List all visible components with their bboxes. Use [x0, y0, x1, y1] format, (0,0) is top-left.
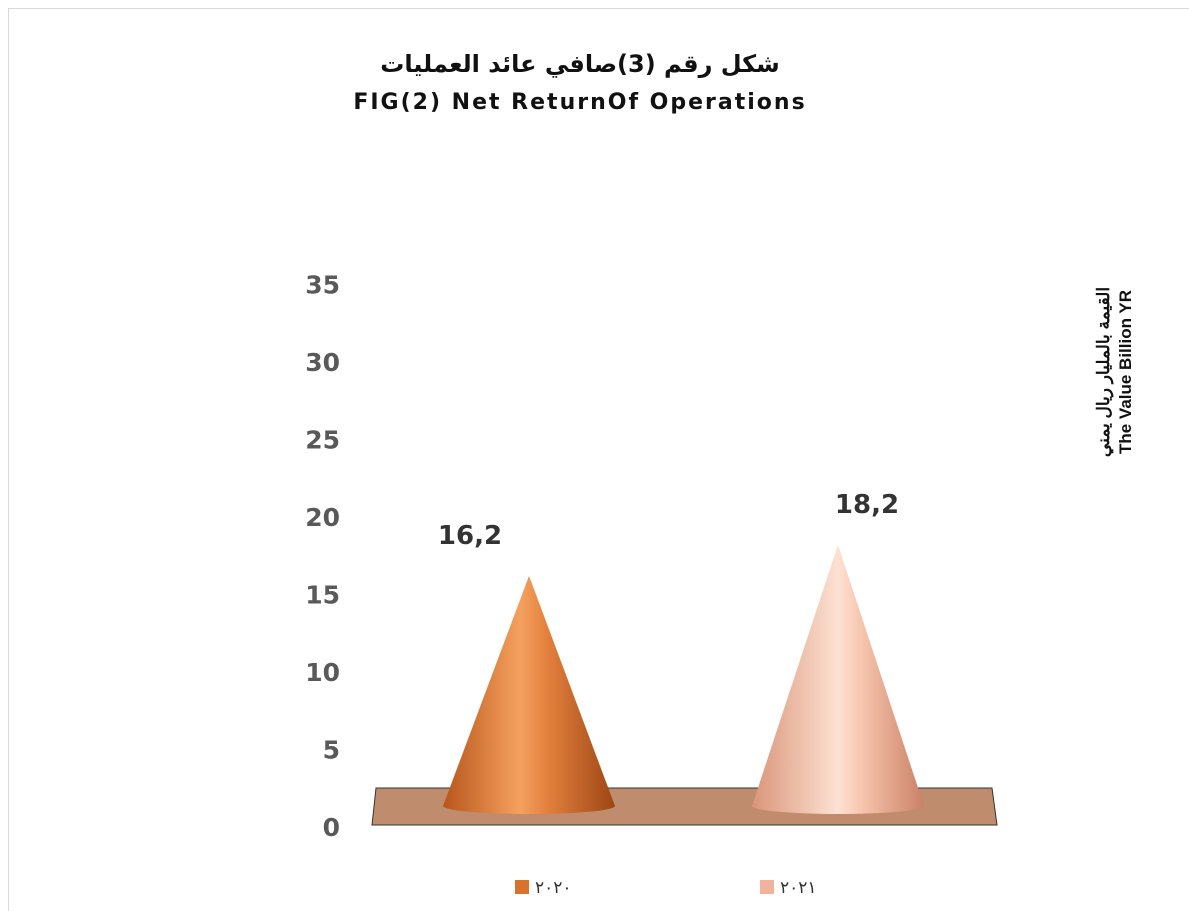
y-tick-label: 20: [305, 503, 340, 532]
cone-body: [752, 544, 924, 814]
chart-title: شكل رقم (3)صافي عائد العمليات: [380, 50, 780, 78]
chart-series: 16,2 18,2: [438, 490, 924, 814]
y-tick-label: 30: [305, 348, 340, 377]
data-label: 18,2: [835, 490, 899, 520]
cone-body: [443, 575, 615, 814]
legend-swatch: [760, 880, 774, 894]
legend-label: ٢٠٢٠: [535, 878, 572, 898]
y-tick-label: 0: [323, 813, 340, 842]
legend-label: ٢٠٢١: [780, 878, 817, 898]
cone-2: [752, 544, 924, 814]
y-tick-label: 5: [323, 736, 340, 765]
y-tick-label: 15: [305, 581, 340, 610]
y-axis-ticks: 0 5 10 15 20 25 30 35: [305, 271, 340, 843]
legend: ٢٠٢٠ ٢٠٢١: [515, 878, 817, 898]
chart-frame: [8, 8, 1189, 911]
y-tick-label: 10: [305, 658, 340, 687]
y-tick-label: 35: [305, 271, 340, 300]
legend-swatch: [515, 880, 529, 894]
cone-1: [443, 575, 615, 814]
chart-subtitle: FIG(2) Net ReturnOf Operations: [353, 90, 807, 115]
y-tick-label: 25: [305, 426, 340, 455]
data-label: 16,2: [438, 521, 502, 551]
